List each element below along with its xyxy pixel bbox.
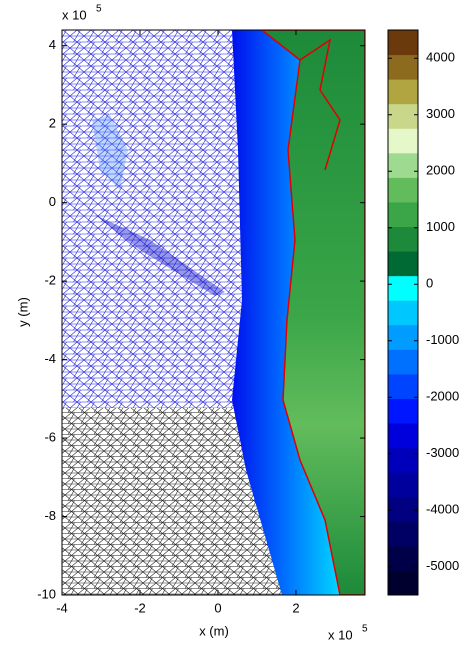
y-axis-label: y (m) bbox=[15, 297, 30, 327]
colorbar-band bbox=[388, 177, 418, 202]
colorbar-band bbox=[388, 276, 418, 301]
colorbar-band bbox=[388, 398, 418, 423]
colorbar-tick-label: 1000 bbox=[426, 219, 455, 234]
colorbar-band bbox=[388, 423, 418, 448]
colorbar-band bbox=[388, 349, 418, 374]
y-tick-label: 4 bbox=[49, 37, 56, 52]
colorbar-tick-label: -1000 bbox=[426, 332, 459, 347]
x-scale-base: x 10 bbox=[328, 627, 353, 642]
mesh-map bbox=[62, 30, 365, 595]
colorbar-tick-label: -4000 bbox=[426, 502, 459, 517]
y-scale-base: x 10 bbox=[62, 7, 87, 22]
y-tick-label: -8 bbox=[44, 508, 56, 523]
colorbar-band bbox=[388, 128, 418, 153]
colorbar-band bbox=[388, 325, 418, 350]
colorbar-band bbox=[388, 104, 418, 129]
colorbar-band bbox=[388, 497, 418, 522]
figure: y (m) x (m) x 10 5 x 10 5 -4 -2 0 2 -10 -8 -6 -… bbox=[0, 0, 467, 646]
x-tick-label: -2 bbox=[134, 600, 146, 615]
colorbar-band bbox=[388, 251, 418, 276]
colorbar-tick-label: 2000 bbox=[426, 163, 455, 178]
colorbar-band bbox=[388, 30, 418, 55]
colorbar-band bbox=[388, 472, 418, 497]
colorbar-band bbox=[388, 521, 418, 546]
colorbar-band bbox=[388, 546, 418, 571]
y-tick-label: 2 bbox=[49, 116, 56, 131]
x-scale-power: 5 bbox=[362, 624, 368, 635]
x-tick-label: -4 bbox=[56, 600, 68, 615]
colorbar-band bbox=[388, 153, 418, 178]
colorbar-tick-label: -3000 bbox=[426, 445, 459, 460]
colorbar-tick-label: 3000 bbox=[426, 106, 455, 121]
y-tick-label: -4 bbox=[44, 351, 56, 366]
colorbar-tick-label: -2000 bbox=[426, 389, 459, 404]
y-tick-label: -2 bbox=[44, 273, 56, 288]
colorbar-band bbox=[388, 79, 418, 104]
colorbar-band bbox=[388, 300, 418, 325]
colorbar-band bbox=[388, 227, 418, 252]
x-tick-label: 0 bbox=[214, 600, 221, 615]
colorbar-band bbox=[388, 55, 418, 80]
colorbar-band bbox=[388, 570, 418, 595]
y-tick-label: -10 bbox=[37, 586, 56, 601]
x-axis-label: x (m) bbox=[199, 623, 229, 638]
colorbar-tick-label: 4000 bbox=[426, 50, 455, 65]
y-scale-power: 5 bbox=[96, 4, 102, 15]
colorbar-tick-label: 0 bbox=[426, 276, 433, 291]
colorbar-band bbox=[388, 374, 418, 399]
x-tick-label: 2 bbox=[292, 600, 299, 615]
colorbar-band bbox=[388, 448, 418, 473]
colorbar-tick-label: -5000 bbox=[426, 558, 459, 573]
colorbar-band bbox=[388, 202, 418, 227]
y-tick-label: 0 bbox=[49, 194, 56, 209]
y-tick-label: -6 bbox=[44, 429, 56, 444]
